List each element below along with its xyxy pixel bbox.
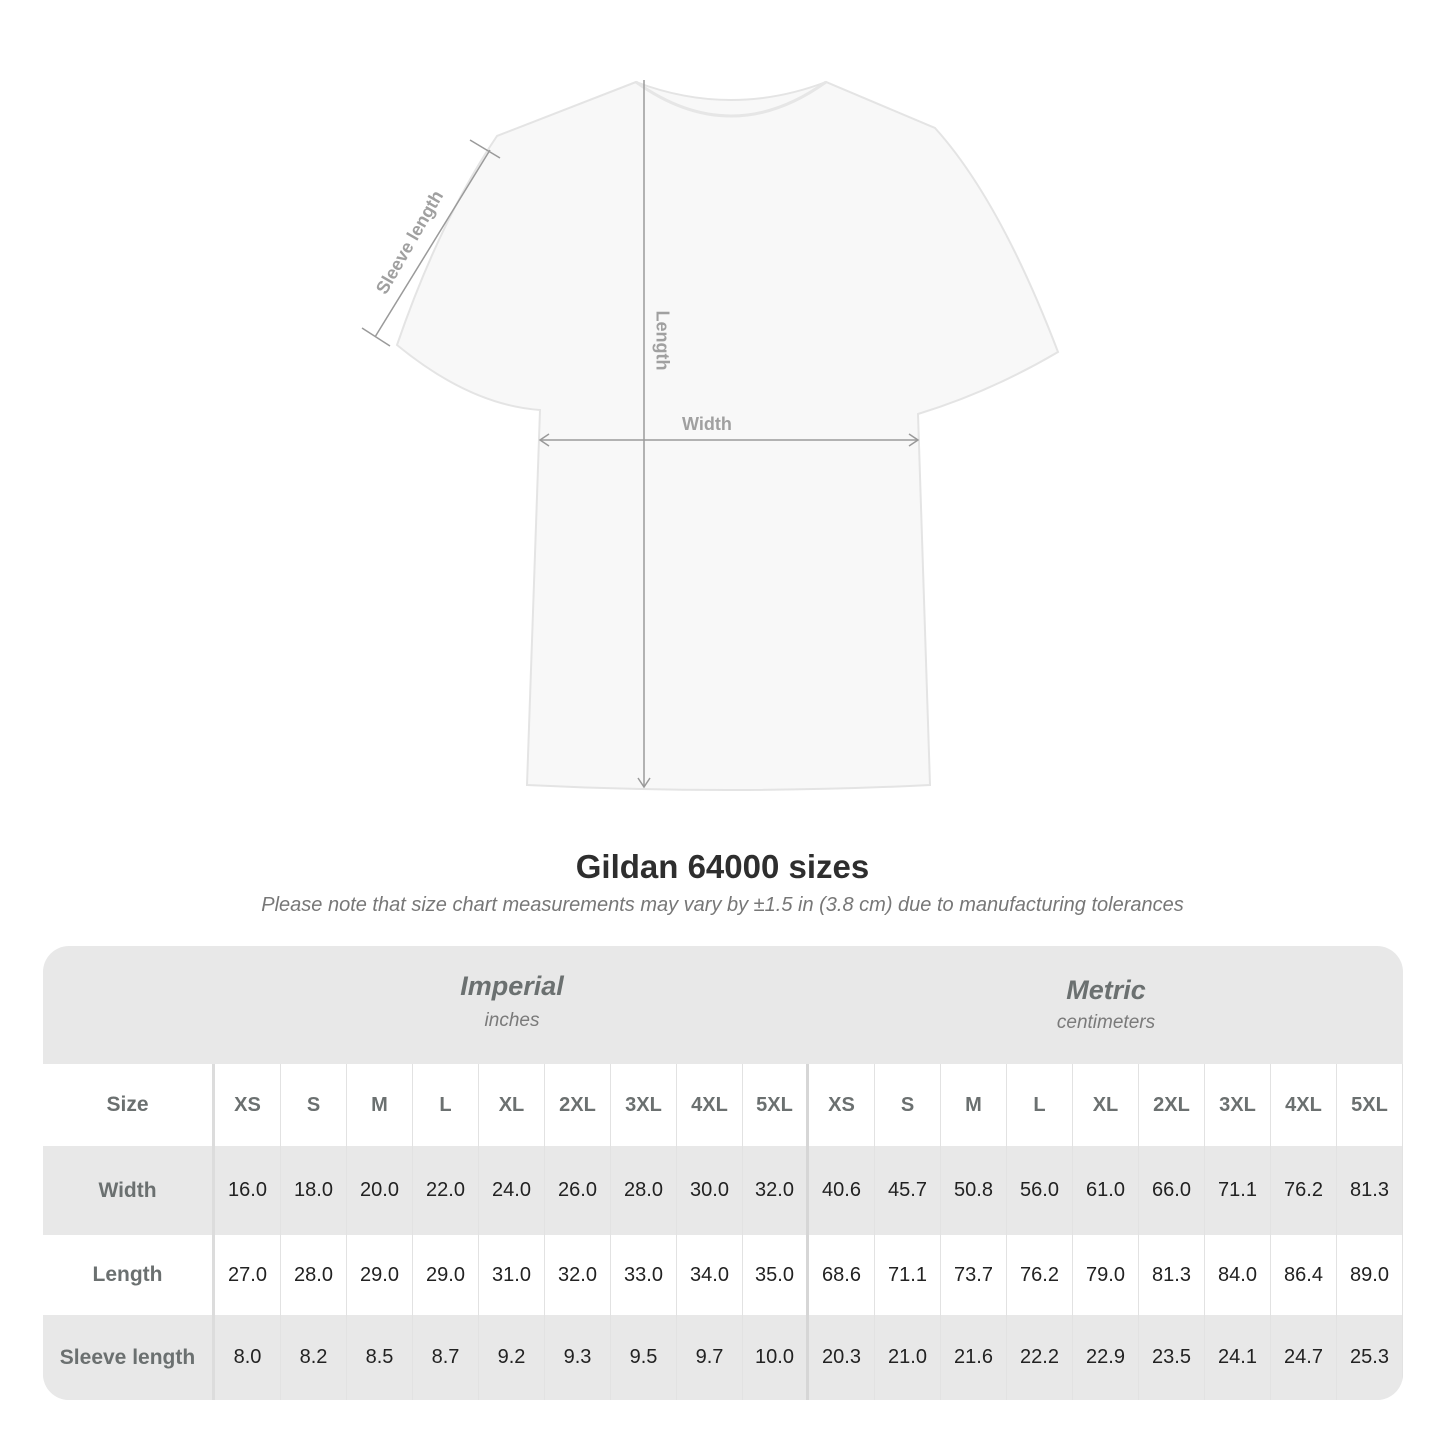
metric-size-header: 3XL [1205, 1064, 1271, 1146]
tshirt-outline [395, 80, 1060, 791]
imperial-value-cell: 30.0 [677, 1146, 743, 1235]
metric-value-cell: 76.2 [1007, 1235, 1073, 1315]
metric-value-cell: 24.1 [1205, 1315, 1271, 1400]
table-row: Length 27.0 28.0 29.0 29.0 31.0 32.0 33.0 34.0 35… [43, 1235, 1403, 1315]
page-title: Gildan 64000 sizes [575, 848, 870, 885]
imperial-value-cell: 26.0 [545, 1146, 611, 1235]
tshirt-diagram [361, 80, 1060, 791]
metric-value-cell: 23.5 [1139, 1315, 1205, 1400]
metric-value-cell: 22.9 [1073, 1315, 1139, 1400]
size-header-row: Size XS S M L XL 2XL 3XL 4XL 5XL XS S M L XL 2XL 3XL 4XL 5… [43, 1064, 1403, 1146]
metric-value-cell: 76.2 [1271, 1146, 1337, 1235]
metric-value-cell: 20.3 [809, 1315, 875, 1400]
metric-value-cell: 68.6 [809, 1235, 875, 1315]
metric-unit: centimeters [1056, 1012, 1156, 1033]
metric-value-cell: 89.0 [1337, 1235, 1403, 1315]
imperial-size-header: 2XL [545, 1064, 611, 1146]
metric-value-cell: 84.0 [1205, 1235, 1271, 1315]
metric-header: Metric centimeters [809, 946, 1403, 1064]
metric-value-cell: 22.2 [1007, 1315, 1073, 1400]
imperial-value-cell: 8.2 [281, 1315, 347, 1400]
imperial-size-header: L [413, 1064, 479, 1146]
metric-value-cell: 21.6 [941, 1315, 1007, 1400]
imperial-value-cell: 22.0 [413, 1146, 479, 1235]
tolerance-note: Please note that size chart measurements… [261, 894, 1184, 916]
metric-value-cell: 73.7 [941, 1235, 1007, 1315]
metric-value-cell: 79.0 [1073, 1235, 1139, 1315]
imperial-header: Imperial inches [215, 946, 809, 1064]
row-label: Length [43, 1235, 215, 1315]
imperial-value-cell: 9.7 [677, 1315, 743, 1400]
imperial-value-cell: 32.0 [545, 1235, 611, 1315]
metric-value-cell: 21.0 [875, 1315, 941, 1400]
imperial-value-cell: 16.0 [215, 1146, 281, 1235]
imperial-size-header: M [347, 1064, 413, 1146]
imperial-size-header: S [281, 1064, 347, 1146]
metric-size-header: L [1007, 1064, 1073, 1146]
imperial-value-cell: 31.0 [479, 1235, 545, 1315]
metric-value-cell: 25.3 [1337, 1315, 1403, 1400]
imperial-value-cell: 28.0 [611, 1146, 677, 1235]
metric-size-header: 5XL [1337, 1064, 1403, 1146]
imperial-size-header: 5XL [743, 1064, 809, 1146]
imperial-value-cell: 28.0 [281, 1235, 347, 1315]
imperial-value-cell: 33.0 [611, 1235, 677, 1315]
metric-value-cell: 50.8 [941, 1146, 1007, 1235]
metric-size-header: S [875, 1064, 941, 1146]
imperial-value-cell: 35.0 [743, 1235, 809, 1315]
size-table: Imperial inches Metric centimeters Size X… [43, 946, 1403, 1400]
imperial-value-cell: 8.7 [413, 1315, 479, 1400]
imperial-value-cell: 9.3 [545, 1315, 611, 1400]
imperial-value-cell: 9.5 [611, 1315, 677, 1400]
row-label: Size [43, 1064, 215, 1146]
imperial-value-cell: 24.0 [479, 1146, 545, 1235]
metric-size-header: XL [1073, 1064, 1139, 1146]
row-label: Width [43, 1146, 215, 1235]
imperial-value-cell: 10.0 [743, 1315, 809, 1400]
metric-size-header: 4XL [1271, 1064, 1337, 1146]
imperial-value-cell: 34.0 [677, 1235, 743, 1315]
table-row: Sleeve length 8.0 8.2 8.5 8.7 9.2 9.3 9.5 9.7 10.… [43, 1315, 1403, 1400]
imperial-value-cell: 32.0 [743, 1146, 809, 1235]
metric-value-cell: 81.3 [1139, 1235, 1205, 1315]
metric-value-cell: 71.1 [1205, 1146, 1271, 1235]
row-label: Sleeve length [43, 1315, 215, 1400]
metric-value-cell: 66.0 [1139, 1146, 1205, 1235]
metric-value-cell: 86.4 [1271, 1235, 1337, 1315]
metric-size-header: 2XL [1139, 1064, 1205, 1146]
imperial-value-cell: 29.0 [413, 1235, 479, 1315]
metric-value-cell: 61.0 [1073, 1146, 1139, 1235]
sleeve-measure-line [374, 149, 491, 338]
imperial-value-cell: 27.0 [215, 1235, 281, 1315]
metric-size-header: XS [809, 1064, 875, 1146]
metric-value-cell: 71.1 [875, 1235, 941, 1315]
imperial-title: Imperial [460, 971, 564, 1001]
imperial-value-cell: 29.0 [347, 1235, 413, 1315]
imperial-size-header: XL [479, 1064, 545, 1146]
imperial-value-cell: 8.5 [347, 1315, 413, 1400]
imperial-value-cell: 18.0 [281, 1146, 347, 1235]
imperial-size-header: 4XL [677, 1064, 743, 1146]
metric-title: Metric [1066, 975, 1146, 1005]
metric-value-cell: 45.7 [875, 1146, 941, 1235]
imperial-unit: inches [484, 1010, 540, 1031]
imperial-value-cell: 9.2 [479, 1315, 545, 1400]
metric-value-cell: 81.3 [1337, 1146, 1403, 1235]
imperial-size-header: XS [215, 1064, 281, 1146]
imperial-size-header: 3XL [611, 1064, 677, 1146]
table-row: Width 16.0 18.0 20.0 22.0 24.0 26.0 28.0 30.0 32.… [43, 1146, 1403, 1235]
imperial-value-cell: 20.0 [347, 1146, 413, 1235]
metric-value-cell: 40.6 [809, 1146, 875, 1235]
imperial-value-cell: 8.0 [215, 1315, 281, 1400]
metric-value-cell: 56.0 [1007, 1146, 1073, 1235]
length-label: Length [652, 310, 673, 371]
width-label: Width [682, 414, 732, 434]
metric-size-header: M [941, 1064, 1007, 1146]
tshirt-collar [635, 80, 827, 118]
metric-value-cell: 24.7 [1271, 1315, 1337, 1400]
